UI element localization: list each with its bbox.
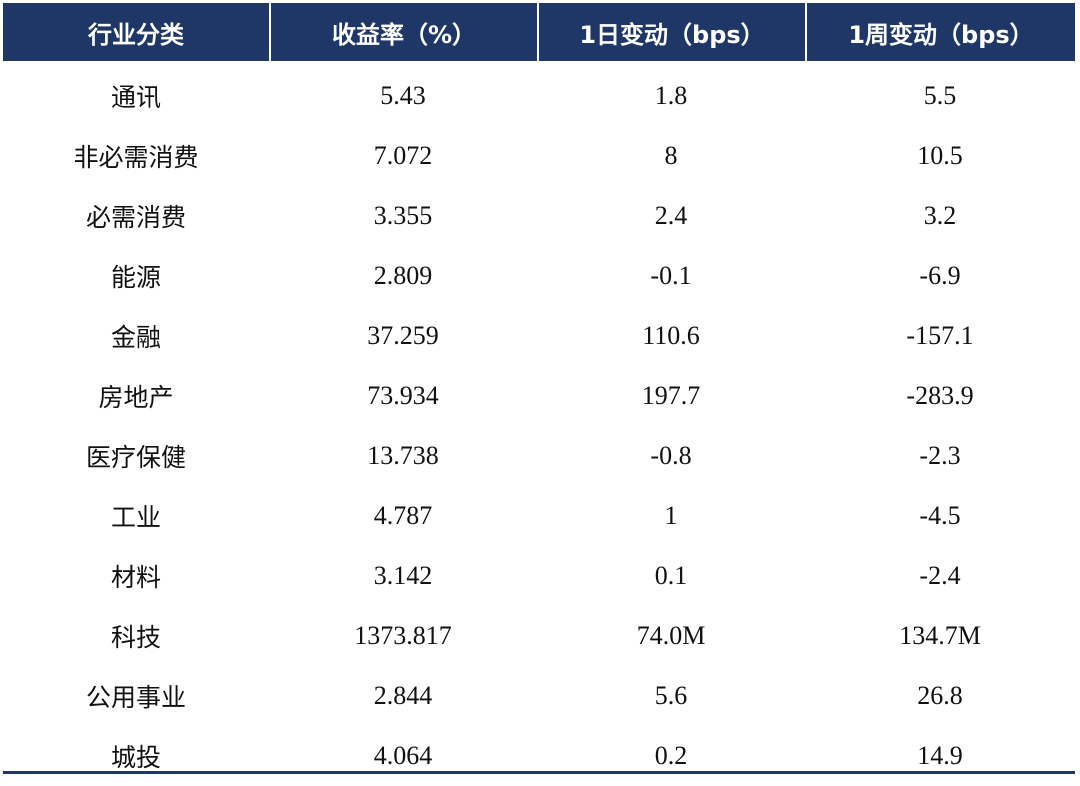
change-1d-cell: -0.1 [650,261,692,290]
yield-cell: 2.844 [373,681,433,710]
change-1w-cell: 10.5 [917,141,963,170]
header-yield: 收益率（%） [269,3,537,61]
change-1w-cell: -2.3 [919,441,961,470]
sector-cell: 能源 [110,263,161,292]
change-1d-cell: -0.8 [650,441,692,470]
sector-cell: 材料 [110,563,161,592]
change-1w-cell: 14.9 [917,741,963,770]
header-1w-change: 1周变动（bps） [805,3,1075,61]
yield-cell: 4.787 [373,501,433,530]
yield-cell: 73.934 [367,381,439,410]
change-1w-cell: 134.7M [899,621,981,650]
table-row: 科技 1373.817 74.0M 134.7M [3,606,1075,666]
header-sector: 行业分类 [88,20,184,49]
change-1w-cell: -2.4 [919,561,961,590]
table-row: 必需消费 3.355 2.4 3.2 [3,186,1075,246]
yield-cell: 3.355 [373,201,433,230]
table-row: 医疗保健 13.738 -0.8 -2.3 [3,426,1075,486]
change-1d-cell: 8 [664,141,678,170]
change-1d-cell: 1.8 [654,81,688,110]
change-1d-cell: 0.1 [654,561,688,590]
change-1w-cell: -4.5 [919,501,961,530]
table-row: 金融 37.259 110.6 -157.1 [3,306,1075,366]
yield-cell: 3.142 [373,561,433,590]
change-1d-cell: 1 [664,501,678,530]
table-row: 城投 4.064 0.2 14.9 [3,726,1075,786]
sector-cell: 科技 [110,623,161,652]
sector-cell: 必需消费 [85,203,186,232]
change-1d-cell: 5.6 [654,681,688,710]
change-1w-cell: 5.5 [923,81,957,110]
yield-cell: 4.064 [373,741,433,770]
table-header: 行业分类 收益率（%） 1日变动（bps） 1周变动（bps） [3,3,1075,61]
sector-cell: 工业 [110,503,161,532]
table-row: 公用事业 2.844 5.6 26.8 [3,666,1075,726]
change-1w-cell: 26.8 [917,681,963,710]
table-row: 材料 3.142 0.1 -2.4 [3,546,1075,606]
yield-cell: 5.43 [380,81,426,110]
sector-cell: 房地产 [98,383,174,412]
change-1d-cell: 110.6 [642,321,700,350]
change-1d-cell: 2.4 [654,201,688,230]
table-row: 能源 2.809 -0.1 -6.9 [3,246,1075,306]
sector-cell: 公用事业 [85,683,186,712]
yield-cell: 37.259 [367,321,439,350]
sector-cell: 金融 [110,323,161,352]
table-row: 通讯 5.43 1.8 5.5 [3,66,1075,126]
table-bottom-rule [3,771,1075,774]
table-row: 房地产 73.934 197.7 -283.9 [3,366,1075,426]
yield-cell: 1373.817 [354,621,452,650]
table-row: 非必需消费 7.072 8 10.5 [3,126,1075,186]
change-1w-cell: -157.1 [906,321,974,350]
table-body: 通讯 5.43 1.8 5.5 非必需消费 7.072 8 10.5 必需消费 … [3,66,1075,786]
change-1d-cell: 0.2 [654,741,688,770]
change-1w-cell: 3.2 [923,201,957,230]
yield-cell: 7.072 [373,141,433,170]
yield-cell: 2.809 [373,261,433,290]
change-1w-cell: -6.9 [919,261,961,290]
sector-cell: 通讯 [110,83,161,112]
sector-cell: 非必需消费 [73,143,199,172]
change-1d-cell: 74.0M [636,621,706,650]
yield-cell: 13.738 [367,441,439,470]
header-1d-change: 1日变动（bps） [537,3,805,61]
sector-cell: 医疗保健 [85,443,186,472]
change-1w-cell: -283.9 [906,381,974,410]
table-row: 工业 4.787 1 -4.5 [3,486,1075,546]
change-1d-cell: 197.7 [641,381,701,410]
sector-cell: 城投 [110,743,161,772]
